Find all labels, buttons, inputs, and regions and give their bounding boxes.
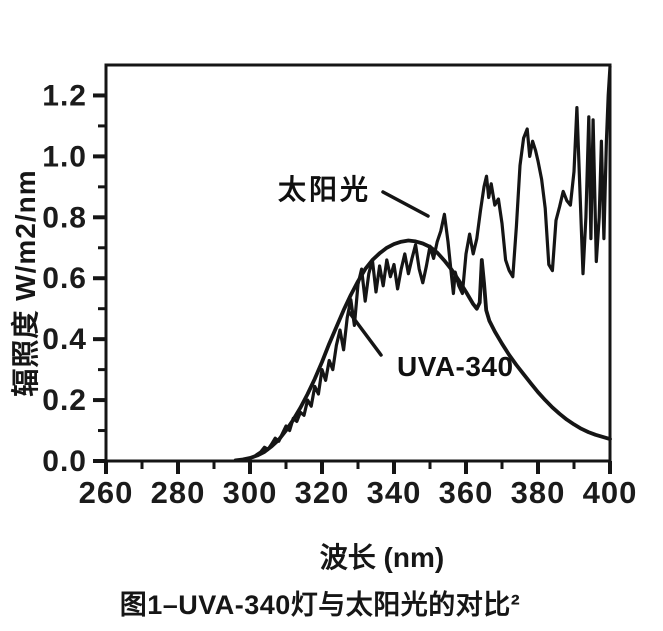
- series-path-1: [233, 238, 612, 463]
- x-tick-label: 380: [511, 475, 566, 510]
- series-label-uva-340: UVA-340: [397, 351, 514, 382]
- x-tick-label: 320: [295, 475, 350, 510]
- annotation-pointer-line-0: [381, 190, 430, 218]
- series-label-sunlight: 太阳光: [278, 174, 372, 205]
- y-tick-label: 0.6: [42, 262, 87, 295]
- annotation-pointer-line-1: [347, 310, 383, 357]
- y-tick-label: 0.8: [42, 201, 87, 234]
- x-tick-label: 260: [79, 475, 134, 510]
- y-tick-label: 1.0: [42, 140, 87, 173]
- x-tick-label: 400: [583, 475, 638, 510]
- x-tick-label: 280: [151, 475, 206, 510]
- x-tick-label: 340: [367, 475, 422, 510]
- y-tick-label: 0.4: [42, 323, 87, 356]
- series-path-0: [244, 64, 612, 462]
- y-tick-label: 0.0: [42, 445, 87, 478]
- y-tick-label: 1.2: [42, 79, 87, 112]
- plot-border: [104, 63, 612, 463]
- x-tick-label: 300: [223, 475, 278, 510]
- x-tick-label: 360: [439, 475, 494, 510]
- x-axis-title: 波长 (nm): [319, 542, 445, 573]
- y-tick-label: 0.2: [42, 384, 87, 417]
- figure-caption: 图1–UVA-340灯与太阳光的对比²: [119, 590, 521, 620]
- y-axis-title: 辐照度 W/m2/nm: [10, 169, 41, 397]
